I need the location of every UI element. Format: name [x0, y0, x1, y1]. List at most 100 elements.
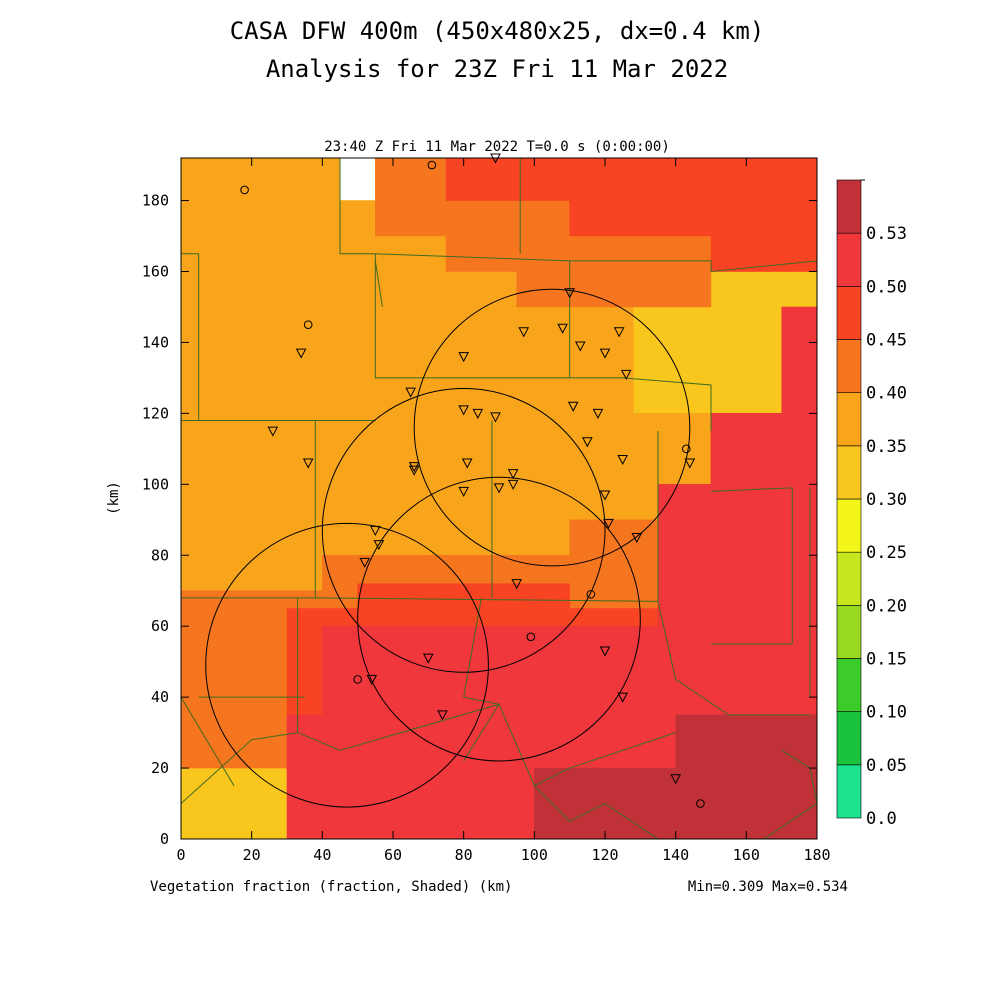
radar-marker-22 [684, 458, 696, 469]
radar-marker-37 [437, 710, 448, 721]
radar-marker-28 [603, 518, 614, 529]
colorbar-label-11: 0.53 [866, 224, 907, 244]
colorbar-label-4: 0.20 [866, 596, 907, 616]
radar-marker-33 [511, 579, 522, 590]
x-tick-label-4: 80 [455, 846, 473, 864]
radar-marker-16 [302, 458, 314, 469]
radar-marker-4 [613, 327, 625, 338]
radar-marker-18 [408, 465, 420, 476]
radar-marker-38 [617, 692, 628, 703]
county-boundary-6 [374, 260, 383, 308]
y-tick-label-3: 60 [151, 617, 169, 635]
radar-marker-27 [599, 490, 611, 501]
colorbar-swatch-7 [836, 392, 862, 447]
radar-marker-29 [631, 533, 643, 544]
range-ring-3 [205, 522, 489, 808]
county-boundary-14 [463, 597, 500, 762]
site-marker-5 [526, 632, 536, 642]
radar-marker-32 [359, 557, 371, 568]
radar-marker-24 [493, 483, 505, 494]
y-tick-label-8: 160 [142, 263, 169, 281]
radar-marker-39 [670, 774, 681, 785]
colorbar-swatch-5 [836, 498, 862, 553]
colorbar-label-2: 0.10 [866, 703, 907, 723]
y-tick-label-2: 40 [151, 688, 169, 706]
plot-subtitle: 23:40 Z Fri 11 Mar 2022 T=0.0 s (0:00:00… [324, 139, 670, 155]
site-marker-4 [586, 589, 596, 599]
y-tick-label-9: 180 [142, 192, 169, 210]
radar-marker-9 [458, 405, 469, 416]
county-boundary-17 [181, 696, 235, 787]
radar-marker-3 [574, 341, 586, 352]
site-marker-2 [427, 160, 437, 170]
colorbar-swatch-6 [836, 445, 862, 500]
radar-marker-1 [518, 327, 530, 338]
radar-marker-12 [567, 401, 579, 412]
county-boundary-10 [657, 601, 810, 716]
x-tick-label-2: 40 [313, 846, 331, 864]
colorbar-label-8: 0.40 [866, 384, 907, 404]
site-marker-3 [681, 444, 691, 454]
shaded-field [181, 158, 817, 839]
county-boundary-18 [533, 785, 659, 839]
range-ring-1 [321, 388, 606, 673]
colorbar-swatch-1 [836, 711, 862, 766]
radar-marker-31 [373, 540, 385, 551]
radar-marker-15 [267, 426, 279, 437]
radar-marker-20 [582, 437, 593, 448]
radar-marker-26 [458, 486, 469, 497]
shaded-region-4 [445, 158, 817, 272]
y-tick-label-0: 0 [160, 830, 169, 848]
figure-title-line1: CASA DFW 400m (450x480x25, dx=0.4 km) [230, 17, 765, 45]
colorbar-swatch-2 [836, 658, 862, 712]
radar-marker-25 [507, 479, 519, 490]
x-axis: 0 20 40 60 80 100 120 140 160 180 [176, 158, 831, 864]
x-tick-label-3: 60 [384, 846, 402, 864]
county-boundary-16 [181, 732, 298, 804]
site-marker-7 [696, 799, 705, 808]
radar-marker-36 [366, 674, 378, 685]
x-tick-label-6: 120 [591, 846, 618, 864]
station-markers [240, 153, 705, 808]
x-tick-label-8: 160 [733, 846, 760, 864]
y-axis: 0 20 40 60 80 100 120 140 160 180 [142, 192, 817, 848]
radar-marker-19 [461, 458, 473, 469]
colorbar-label-3: 0.15 [866, 650, 907, 670]
colorbar-swatch-4 [836, 551, 862, 606]
radar-marker-17 [408, 462, 420, 473]
colorbar-label-1: 0.05 [866, 756, 907, 776]
field-label: Vegetation fraction (fraction, Shaded) (… [150, 879, 512, 895]
colorbar-label-7: 0.35 [866, 437, 907, 457]
site-marker-1 [303, 320, 313, 330]
radar-marker-11 [490, 412, 501, 423]
county-boundary-20 [763, 803, 817, 839]
radar-marker-23 [507, 469, 519, 480]
colorbar-label-5: 0.25 [866, 543, 907, 563]
x-tick-label-7: 140 [662, 846, 689, 864]
range-ring-2 [357, 476, 641, 762]
x-tick-label-9: 180 [803, 846, 830, 864]
radar-range-rings [205, 288, 691, 808]
min-max-label: Min=0.309 Max=0.534 [688, 879, 848, 895]
x-tick-label-1: 20 [243, 846, 261, 864]
radar-marker-13 [592, 408, 604, 419]
y-axis-label: (km) [106, 481, 122, 515]
x-tick-label-0: 0 [176, 846, 185, 864]
site-marker-6 [353, 675, 362, 684]
y-tick-label-1: 20 [151, 759, 169, 777]
radar-marker-21 [617, 454, 628, 466]
county-boundary-2 [339, 158, 712, 432]
radar-marker-6 [620, 369, 632, 380]
colorbar-label-0: 0.0 [866, 809, 897, 829]
radar-marker-0 [564, 288, 575, 299]
figure-title-line2: Analysis for 23Z Fri 11 Mar 2022 [266, 55, 728, 83]
y-tick-label-5: 100 [142, 475, 169, 493]
radar-marker-2 [557, 323, 568, 334]
radar-marker-34 [423, 653, 434, 664]
x-tick-label-5: 100 [521, 846, 548, 864]
colorbar: 0.0 0.05 0.10 0.15 0.20 0.25 0.30 0.35 0.40 0.45 0… [836, 179, 907, 829]
radar-marker-10 [472, 408, 484, 419]
colorbar-swatch-3 [836, 605, 862, 659]
shaded-region-7 [534, 714, 817, 839]
